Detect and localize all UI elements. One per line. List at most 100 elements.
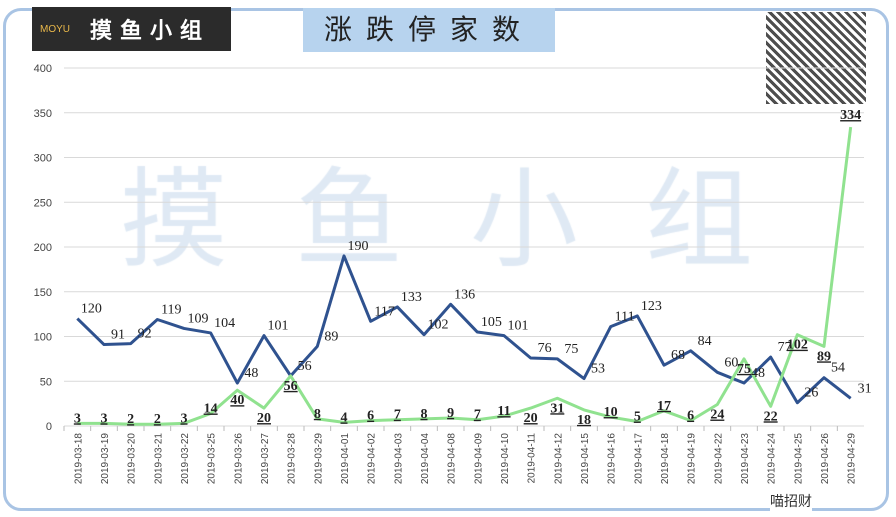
- data-label: 102: [787, 338, 808, 353]
- data-label: 31: [858, 381, 872, 396]
- data-label: 105: [481, 315, 502, 330]
- data-label: 3: [74, 411, 81, 426]
- data-label: 133: [401, 290, 422, 305]
- x-tick-label: 2019-04-18: [660, 433, 671, 485]
- data-label: 89: [817, 349, 831, 364]
- y-tick-label: 100: [34, 332, 52, 344]
- data-label: 7: [394, 408, 401, 423]
- x-tick-label: 2019-03-20: [127, 433, 138, 485]
- data-label: 3: [101, 411, 108, 426]
- x-tick-label: 2019-04-11: [527, 433, 538, 484]
- data-label: 31: [550, 401, 564, 416]
- x-tick-label: 2019-04-23: [740, 433, 751, 485]
- y-tick-label: 150: [34, 287, 52, 299]
- data-label: 77: [778, 340, 792, 355]
- data-label: 14: [204, 401, 218, 416]
- x-tick-label: 2019-03-21: [153, 433, 164, 485]
- data-label: 20: [257, 411, 271, 426]
- data-label: 8: [421, 407, 428, 422]
- x-tick-label: 2019-04-16: [607, 433, 618, 485]
- logo-text: 摸鱼小组: [90, 19, 211, 44]
- x-tick-label: 2019-04-04: [420, 433, 431, 485]
- data-label: 111: [615, 310, 635, 325]
- series-line-2: [77, 126, 853, 426]
- x-tick-label: 2019-04-22: [713, 433, 724, 485]
- data-label: 53: [591, 362, 605, 377]
- y-tick-label: 0: [46, 421, 52, 433]
- x-tick-label: 2019-04-02: [367, 433, 378, 485]
- x-tick-label: 2019-03-27: [260, 433, 271, 485]
- data-label: 22: [764, 409, 778, 424]
- data-label: 120: [81, 302, 102, 317]
- x-tick-label: 2019-04-26: [820, 433, 831, 485]
- y-tick-label: 400: [34, 63, 52, 75]
- x-tick-label: 2019-04-24: [767, 433, 778, 485]
- data-label: 2: [127, 412, 134, 427]
- y-tick-label: 250: [34, 197, 52, 209]
- series-line-1: [76, 254, 852, 405]
- data-label: 48: [751, 366, 765, 381]
- y-tick-label: 300: [34, 153, 52, 165]
- data-label: 3: [181, 411, 188, 426]
- y-tick-label: 350: [34, 108, 52, 120]
- data-label: 48: [244, 366, 258, 381]
- data-label: 8: [314, 407, 321, 422]
- x-tick-label: 2019-04-15: [580, 433, 591, 485]
- x-tick-label: 2019-03-28: [287, 433, 298, 485]
- x-tick-label: 2019-04-25: [793, 433, 804, 485]
- x-tick-label: 2019-03-19: [100, 433, 111, 485]
- data-label: 75: [737, 362, 751, 377]
- x-tick-label: 2019-04-19: [687, 433, 698, 485]
- y-tick-label: 50: [40, 376, 52, 388]
- data-label: 102: [428, 318, 449, 333]
- logo-mark: MOYU: [40, 23, 70, 35]
- chart-title: 涨跌停家数: [303, 8, 555, 52]
- data-label: 11: [497, 404, 510, 419]
- data-label: 2: [154, 412, 161, 427]
- x-tick-label: 2019-03-26: [233, 433, 244, 485]
- data-label: 6: [367, 409, 374, 424]
- data-label: 24: [710, 408, 724, 423]
- data-label: 18: [577, 413, 591, 428]
- x-tick-label: 2019-04-17: [633, 433, 644, 485]
- data-label: 54: [831, 361, 845, 376]
- x-tick-label: 2019-04-03: [393, 433, 404, 485]
- data-label: 17: [657, 399, 671, 414]
- data-label: 91: [111, 328, 125, 343]
- x-tick-label: 2019-03-18: [73, 433, 84, 485]
- data-label: 6: [687, 409, 694, 424]
- x-tick-label: 2019-04-10: [500, 433, 511, 485]
- data-label: 117: [374, 304, 394, 319]
- data-label: 101: [508, 319, 529, 334]
- data-label: 40: [230, 393, 244, 408]
- x-tick-label: 2019-03-22: [180, 433, 191, 485]
- data-label: 101: [268, 319, 289, 334]
- data-label: 56: [284, 379, 298, 394]
- x-tick-label: 2019-04-01: [340, 433, 351, 485]
- x-tick-label: 2019-04-29: [847, 433, 858, 485]
- data-label: 20: [524, 411, 538, 426]
- x-tick-label: 2019-04-12: [553, 433, 564, 485]
- data-label: 10: [604, 405, 618, 420]
- data-label: 190: [348, 239, 369, 254]
- data-label: 334: [840, 108, 861, 123]
- data-label: 123: [641, 299, 662, 314]
- data-label: 26: [804, 386, 818, 401]
- data-label: 76: [538, 341, 552, 356]
- data-label: 60: [724, 355, 738, 370]
- data-label: 92: [138, 327, 152, 342]
- y-tick-label: 200: [34, 242, 52, 254]
- data-label: 75: [564, 342, 578, 357]
- qr-code: [766, 12, 866, 104]
- data-label: 119: [161, 302, 181, 317]
- data-label: 5: [634, 410, 641, 425]
- data-label: 89: [324, 329, 338, 344]
- data-label: 104: [214, 316, 235, 331]
- x-tick-label: 2019-03-29: [313, 433, 324, 485]
- data-label: 109: [188, 311, 209, 326]
- data-label: 56: [298, 359, 312, 374]
- data-label: 68: [671, 348, 685, 363]
